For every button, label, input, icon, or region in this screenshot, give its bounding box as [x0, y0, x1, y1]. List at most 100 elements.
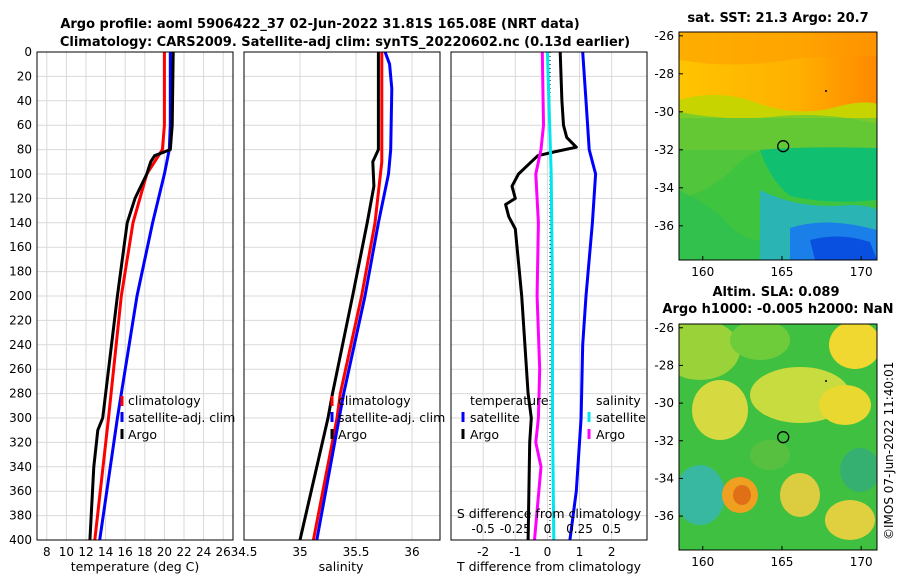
lat-tick-label: -34 — [654, 181, 674, 195]
salinity-axes-frame — [243, 51, 441, 541]
salinity-series — [298, 51, 394, 541]
series-line-temperature-argo — [504, 51, 578, 541]
temperature-axes-frame — [36, 51, 234, 541]
t-difference-xlabel: T difference from climatology — [456, 559, 642, 574]
temperature-panel: 0 20 40 60 80 100 120 140 160 180 200 220 240 260 280 3… — [9, 45, 235, 574]
x-tick-label: 20 — [157, 545, 172, 559]
s-difference-label: S difference from climatology — [457, 506, 642, 521]
series-line-satellite-adj-clim — [315, 51, 394, 541]
lat-tick-label: -30 — [654, 396, 674, 410]
legend-temp-argo: Argo — [470, 427, 499, 442]
legend-satellite: satellite-adj. clim — [338, 410, 445, 425]
temperature-tick-labels: 8 10 12 14 16 18 20 22 24 26 — [43, 545, 231, 559]
legend-argo: Argo — [128, 427, 157, 442]
legend-argo: Argo — [338, 427, 367, 442]
sst-map-title: sat. SST: 21.3 Argo: 20.7 — [687, 11, 868, 26]
series-line-argo — [88, 51, 175, 541]
sla-map-subtitle: Argo h1000: -0.005 h2000: NaN — [662, 302, 893, 317]
salinity-xlabel: salinity — [319, 559, 364, 574]
salinity-panel: 34.5 35 35.5 36 salinity climatology satell… — [231, 51, 445, 574]
lon-tick-label: 170 — [850, 265, 873, 279]
lat-tick-label: -26 — [654, 321, 674, 335]
x-tick-label: 34.5 — [231, 545, 258, 559]
depth-tick-label: 120 — [9, 191, 32, 205]
x-tick-label: 22 — [176, 545, 191, 559]
x-tick-label: 26 — [216, 545, 231, 559]
difference-axes-frame — [450, 51, 648, 541]
depth-tick-label: 380 — [9, 509, 32, 523]
lon-tick-label: 165 — [771, 555, 794, 569]
depth-tick-label: 260 — [9, 362, 32, 376]
series-line-argo — [298, 52, 380, 541]
depth-tick-label: 220 — [9, 313, 32, 327]
depth-tick-label: 300 — [9, 411, 32, 425]
x-tick-label: 1 — [576, 545, 584, 559]
sst-field — [679, 32, 877, 260]
lat-tick-label: -26 — [654, 29, 674, 43]
lat-tick-label: -32 — [654, 143, 674, 157]
sla-map-title: Altim. SLA: 0.089 — [713, 285, 840, 300]
legend-temp-satellite: satellite — [470, 410, 520, 425]
x-tick-label: 18 — [137, 545, 152, 559]
lon-tick-label: 170 — [850, 555, 873, 569]
depth-tick-label: 320 — [9, 435, 32, 449]
lon-tick-label: 160 — [691, 265, 714, 279]
s-tick-label: 0 — [544, 522, 552, 536]
title-line1: Argo profile: aoml 5906422_37 02-Jun-202… — [60, 17, 579, 32]
s-tick-label: 0.5 — [602, 522, 621, 536]
sla-map: Altim. SLA: 0.089 Argo h1000: -0.005 h20… — [654, 285, 893, 569]
x-tick-label: 24 — [196, 545, 211, 559]
depth-tick-label: 280 — [9, 387, 32, 401]
depth-tick-label: 200 — [9, 289, 32, 303]
lat-tick-label: -32 — [654, 434, 674, 448]
salinity-grid — [243, 51, 440, 541]
legend-climatology: climatology — [338, 393, 411, 408]
temperature-xlabel: temperature (deg C) — [71, 559, 200, 574]
lat-tick-label: -34 — [654, 471, 674, 485]
s-tick-label: 0.25 — [566, 522, 593, 536]
s-difference-tick-labels: -0.5 -0.25 0 0.25 0.5 — [471, 522, 621, 536]
depth-tick-labels: 0 20 40 60 80 100 120 140 160 180 200 220 240 260 280 3… — [9, 45, 32, 547]
x-tick-label: 8 — [43, 545, 51, 559]
legend-sal-argo: Argo — [596, 427, 625, 442]
x-tick-label: 2 — [608, 545, 616, 559]
x-tick-label: -1 — [509, 545, 521, 559]
depth-tick-label: 140 — [9, 216, 32, 230]
legend-temperature-header: temperature — [470, 393, 549, 408]
title-line2: Climatology: CARS2009. Satellite-adj cli… — [60, 35, 630, 50]
lon-tick-label: 165 — [771, 265, 794, 279]
legend-salinity-header: salinity — [596, 393, 641, 408]
lat-tick-label: -28 — [654, 67, 674, 81]
x-tick-label: -2 — [477, 545, 489, 559]
difference-panel: -2 -1 0 1 2 -0.5 -0.25 0 0.25 0.5 S difference f… — [450, 51, 648, 574]
depth-tick-label: 40 — [17, 94, 32, 108]
sla-field — [679, 324, 877, 550]
depth-tick-label: 180 — [9, 265, 32, 279]
depth-tick-label: 240 — [9, 338, 32, 352]
depth-tick-label: 400 — [9, 533, 32, 547]
depth-tick-label: 100 — [9, 167, 32, 181]
x-tick-label: 14 — [98, 545, 113, 559]
sla-map-frame — [678, 323, 878, 551]
sst-map-frame — [678, 31, 878, 261]
sla-lat-ticks: -26 -28 -30 -32 -34 -36 — [654, 321, 683, 523]
lat-tick-label: -30 — [654, 105, 674, 119]
legend-satellite: satellite-adj. clim — [128, 410, 235, 425]
argo-location-marker — [777, 431, 790, 444]
lon-tick-label: 160 — [691, 555, 714, 569]
salinity-tick-labels: 34.5 35 35.5 36 — [231, 545, 420, 559]
x-tick-label: 12 — [78, 545, 93, 559]
x-tick-label: 35.5 — [343, 545, 370, 559]
x-tick-label: 0 — [544, 545, 552, 559]
lat-tick-label: -36 — [654, 219, 674, 233]
legend-sal-satellite: satellite — [596, 410, 646, 425]
sst-lat-ticks: -26 -28 -30 -32 -34 -36 — [654, 29, 683, 233]
x-tick-label: 36 — [404, 545, 419, 559]
lat-tick-label: -28 — [654, 358, 674, 372]
sst-lon-ticks: 160 165 170 — [691, 256, 873, 279]
temperature-grid — [37, 51, 233, 541]
argo-location-marker — [777, 140, 790, 153]
series-line-climatology — [311, 52, 384, 541]
depth-tick-label: 160 — [9, 240, 32, 254]
